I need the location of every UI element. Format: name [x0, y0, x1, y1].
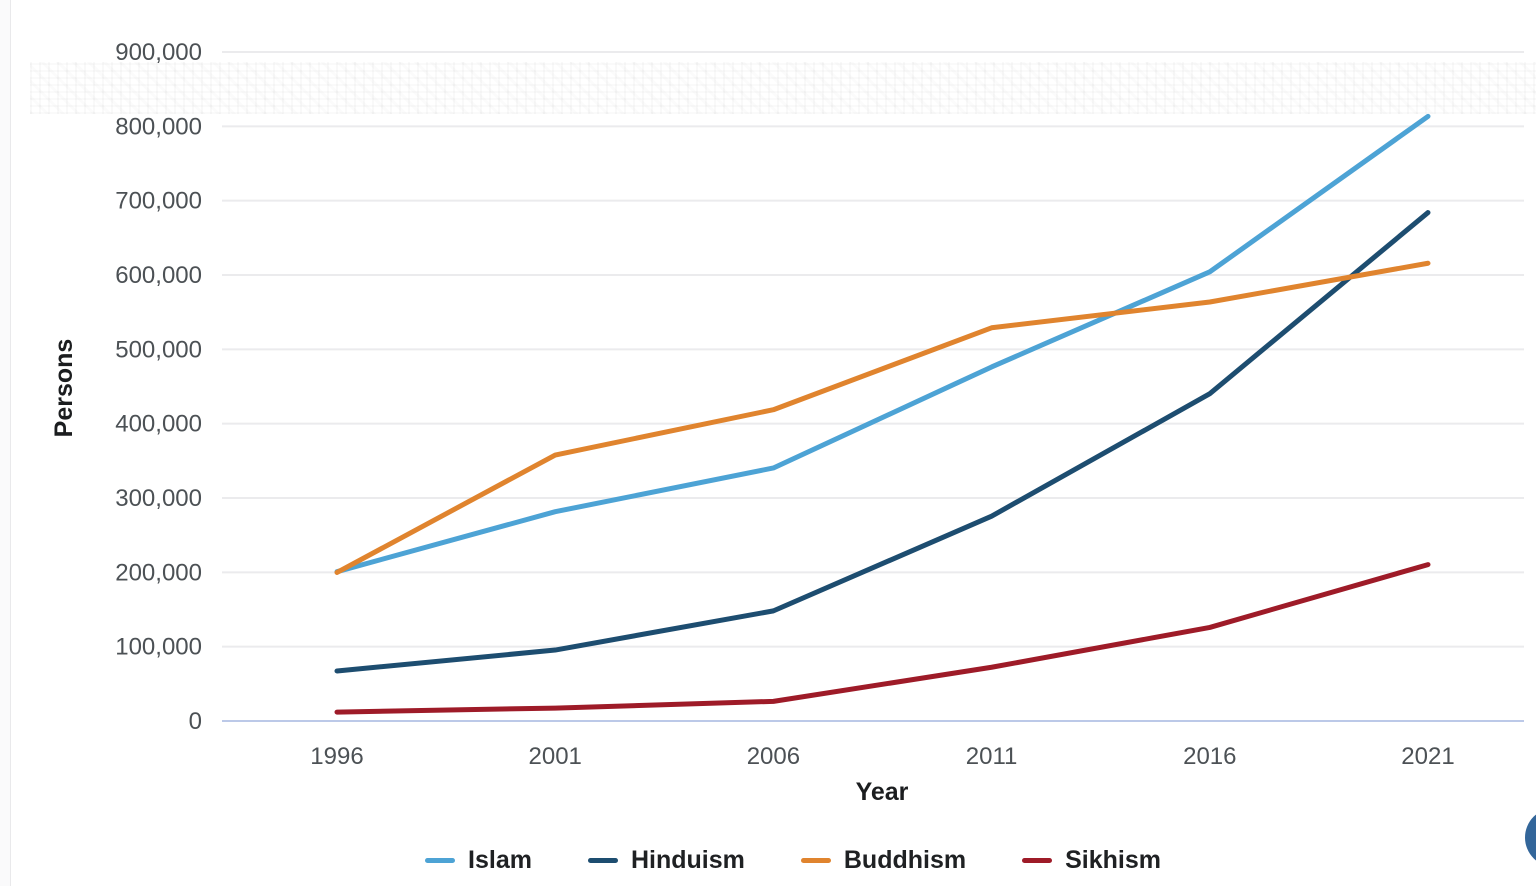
x-tick-label: 1996 — [310, 743, 363, 770]
x-tick-label: 2011 — [966, 743, 1018, 770]
x-tick-label: 2021 — [1401, 743, 1454, 770]
legend-swatch-sikhism — [1022, 857, 1053, 863]
legend-label: Hinduism — [630, 845, 745, 874]
legend-label: Sikhism — [1065, 845, 1161, 874]
panel-left-edge — [0, 0, 11, 886]
legend-label: Buddhism — [843, 845, 967, 874]
y-tick-label: 600,000 — [115, 262, 202, 289]
y-tick-label: 900,000 — [115, 39, 202, 66]
legend-swatch-hinduism — [587, 857, 618, 863]
y-tick-label: 500,000 — [115, 336, 202, 363]
series-line-hinduism — [334, 210, 1431, 674]
x-tick-label: 2001 — [529, 743, 582, 770]
x-tick-label: 2006 — [747, 743, 800, 770]
series-line-islam — [334, 113, 1431, 575]
legend-item-hinduism[interactable]: Hinduism — [587, 845, 745, 874]
gridlines — [222, 51, 1524, 722]
legend-label: Islam — [468, 845, 532, 874]
x-axis-title: Year — [856, 778, 909, 806]
y-tick-label: 100,000 — [115, 634, 202, 661]
chart-series — [334, 113, 1431, 715]
floating-action-button[interactable] — [1525, 808, 1536, 867]
legend-item-sikhism[interactable]: Sikhism — [1022, 845, 1161, 874]
y-tick-label: 200,000 — [115, 559, 202, 586]
y-tick-label: 700,000 — [115, 188, 202, 215]
x-tick-label: 2016 — [1183, 743, 1236, 770]
y-tick-label: 300,000 — [115, 485, 202, 512]
series-line-sikhism — [334, 562, 1431, 715]
legend-item-buddhism[interactable]: Buddhism — [800, 845, 967, 874]
y-tick-label: 400,000 — [115, 411, 202, 438]
axis-ticks: 0 100,000 200,000 300,000 400,000 500,000 600,… — [115, 39, 1454, 770]
y-tick-label: 800,000 — [115, 113, 202, 140]
chart-legend: Islam Hinduism Buddhism Sikhism — [0, 840, 1536, 880]
y-tick-label: 0 — [189, 708, 202, 735]
legend-swatch-buddhism — [800, 857, 831, 863]
y-axis-title: Persons — [50, 339, 78, 438]
legend-swatch-islam — [425, 857, 456, 863]
series-line-buddhism — [334, 260, 1431, 575]
legend-item-islam[interactable]: Islam — [425, 845, 532, 874]
